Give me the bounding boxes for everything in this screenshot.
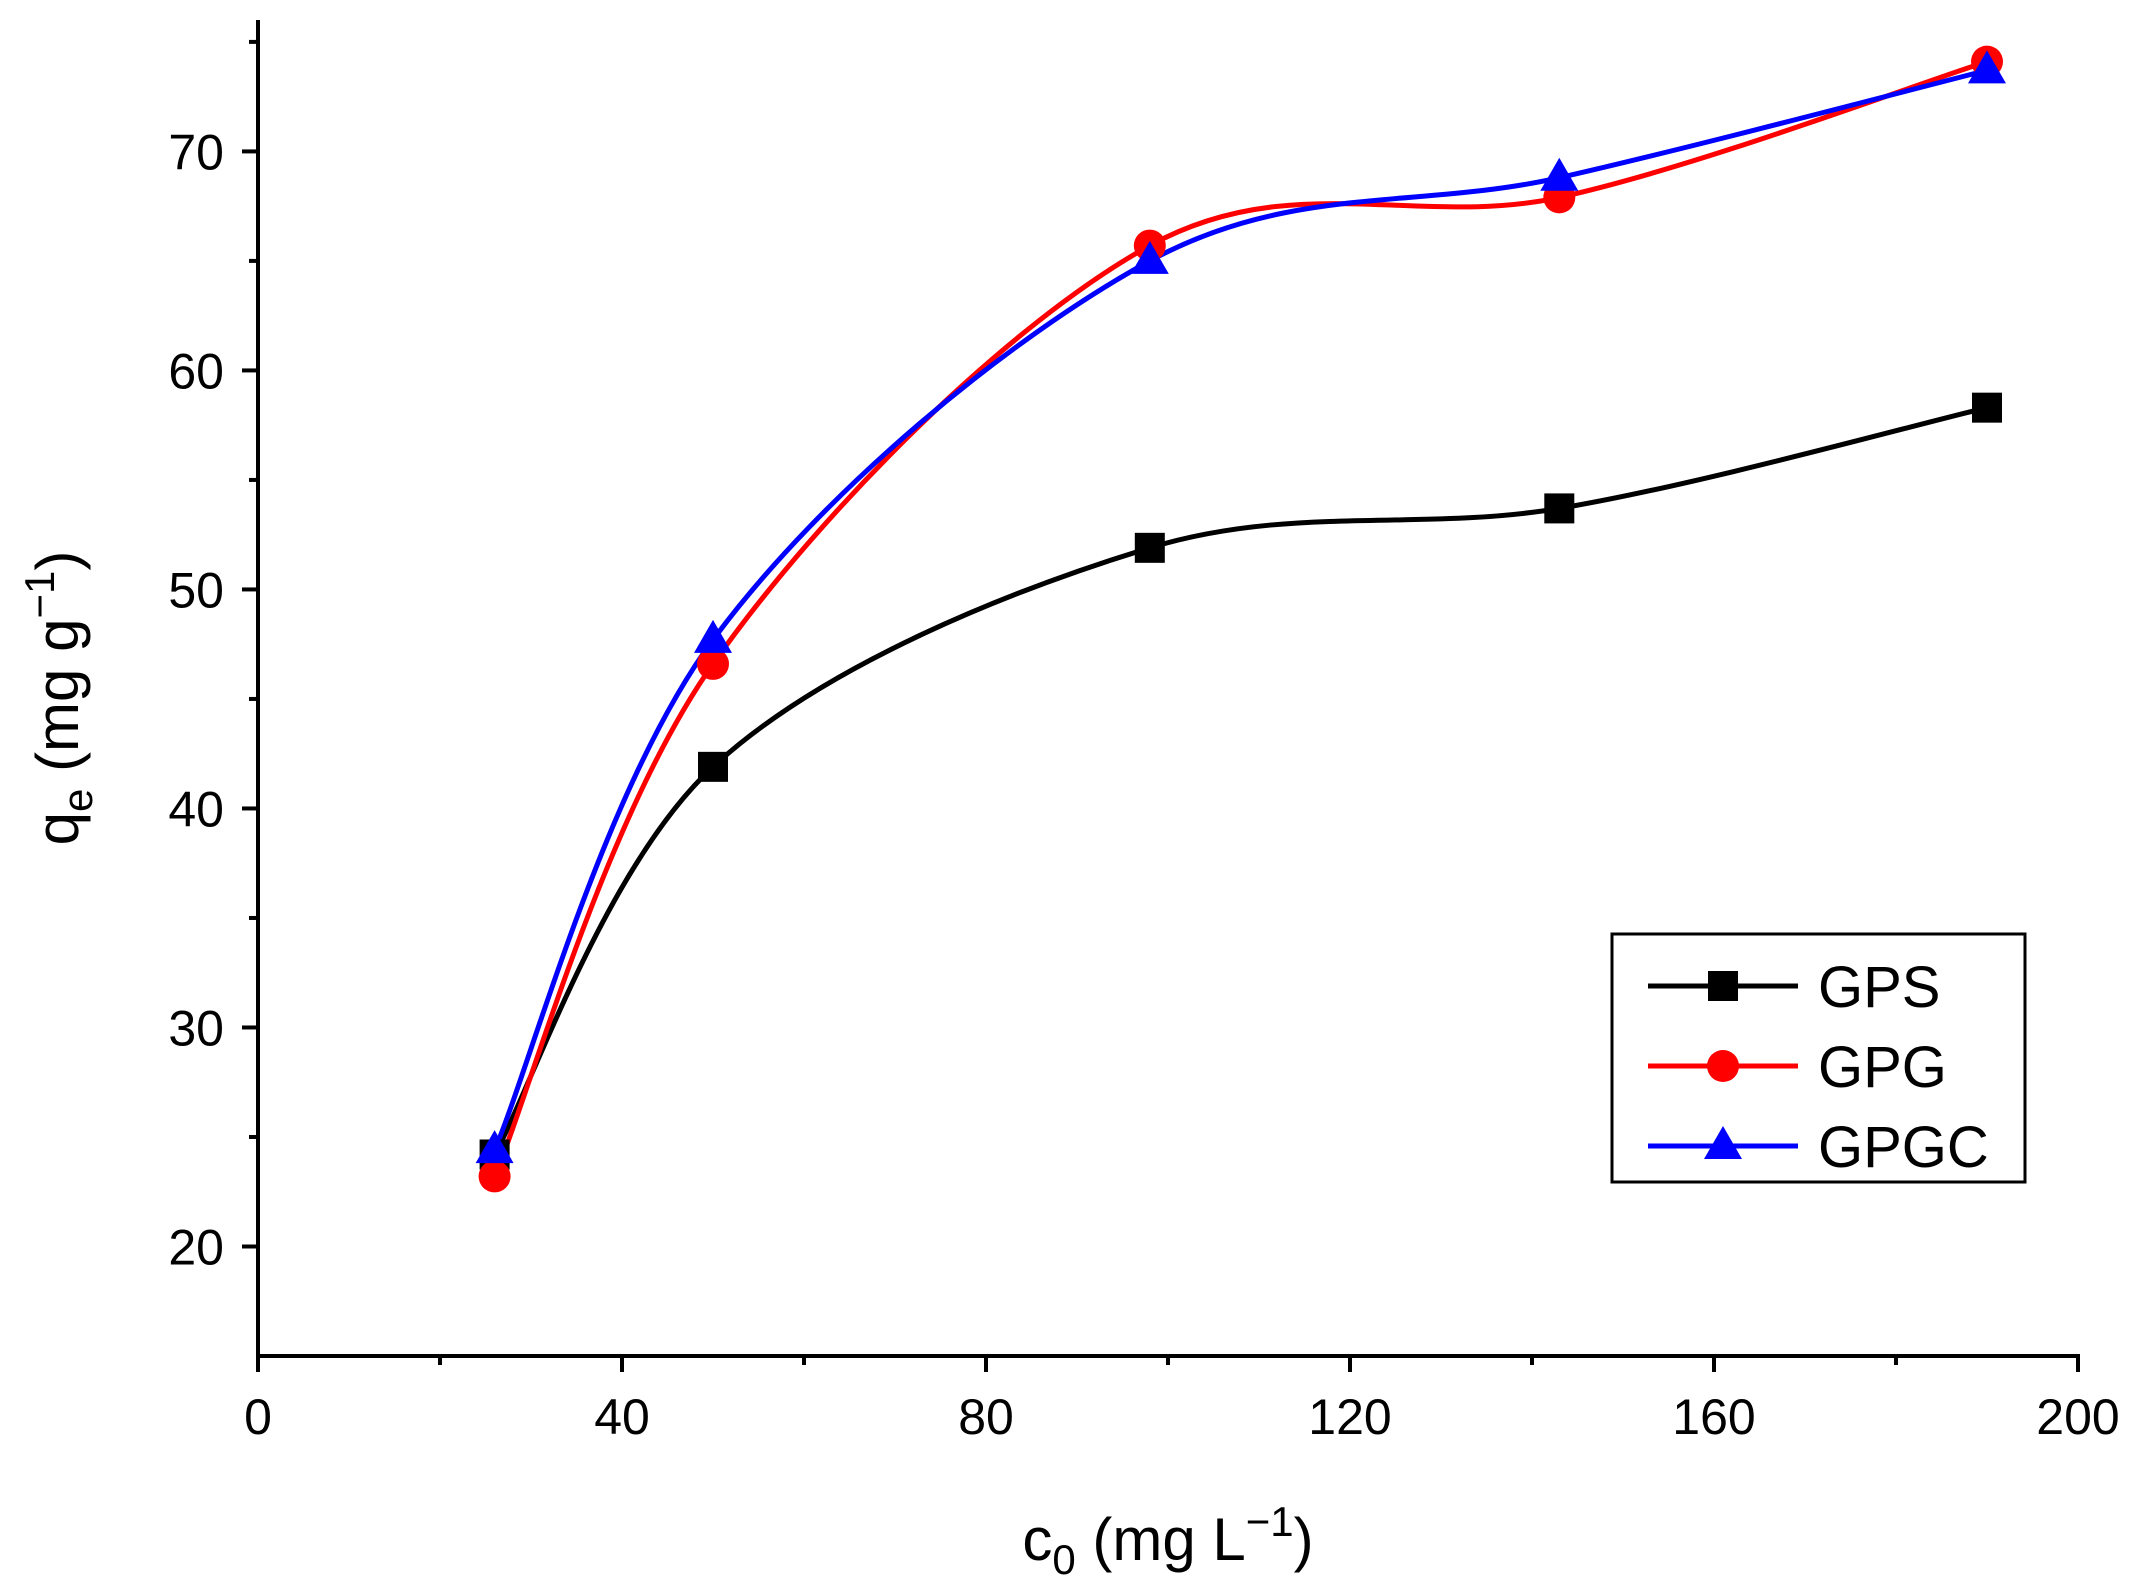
data-point-gpgc: [475, 1130, 514, 1164]
y-tick-label: 40: [168, 781, 224, 837]
x-tick-label: 40: [594, 1389, 650, 1445]
data-point-gps: [698, 751, 728, 782]
ticks: 0 40 80 120 160 200 20 30 40 50 60 70: [168, 39, 2120, 1445]
data-point-gpgc: [1540, 157, 1579, 191]
y-tick-label: 20: [168, 1219, 224, 1275]
x-axis-title: c0 (mg L−1): [1022, 1498, 1313, 1583]
legend-label-gps: GPS: [1818, 955, 1941, 1020]
data-point-gpg: [478, 1160, 511, 1193]
x-tick-label: 200: [2036, 1389, 2119, 1445]
data-point-gpgc: [694, 619, 732, 653]
data-point-gps: [1544, 493, 1575, 524]
y-axis-title: qe (mg g−1): [16, 551, 101, 846]
series-line-gpg: [492, 59, 1988, 1178]
legend-label-gpgc: GPGC: [1818, 1115, 1989, 1180]
x-tick-label: 160: [1672, 1389, 1755, 1445]
data-point-gpgc: [1130, 240, 1169, 274]
data-point-gpg: [697, 647, 729, 680]
x-tick-label: 120: [1308, 1389, 1391, 1445]
legend-label-gpg: GPG: [1818, 1035, 1947, 1100]
legend-marker-gpg: [1707, 1050, 1739, 1082]
data-point-gpgc: [1968, 50, 2006, 84]
legend-marker-gps: [1708, 971, 1738, 1001]
legend-marker-gpgc: [1704, 1126, 1742, 1159]
markers-layer: [475, 45, 2006, 1193]
x-tick-label: 0: [244, 1389, 272, 1445]
legend: GPS GPG GPGC: [1610, 932, 2027, 1184]
data-point-gps: [1972, 392, 2002, 423]
x-tick-label: 80: [958, 1389, 1014, 1445]
y-tick-label: 70: [168, 124, 224, 180]
legend-box: [1610, 932, 2027, 1184]
y-tick-label: 30: [168, 1000, 224, 1056]
y-tick-label: 50: [168, 562, 224, 618]
y-tick-label: 60: [168, 343, 224, 399]
data-point-gps: [1134, 532, 1165, 563]
series-line-gpgc: [492, 67, 1988, 1152]
